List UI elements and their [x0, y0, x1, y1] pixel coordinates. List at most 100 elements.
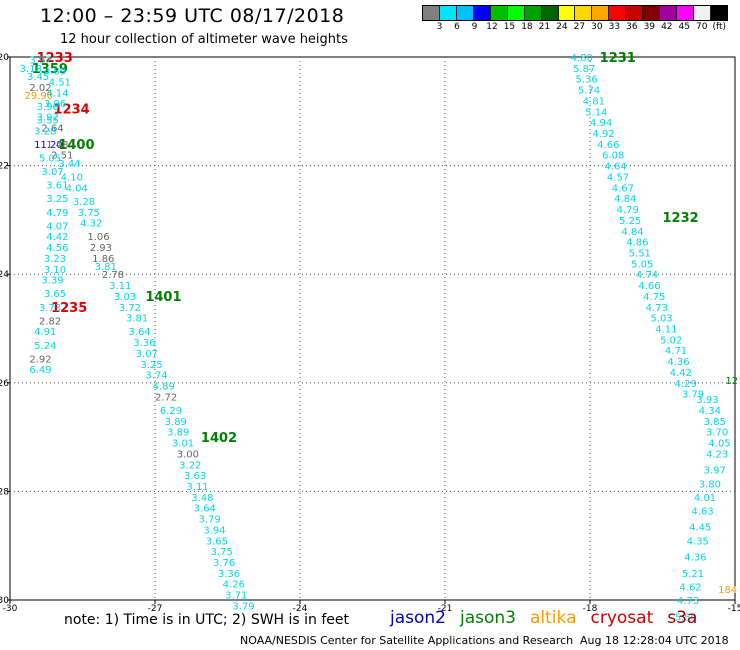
pass-label: 1232: [663, 211, 699, 226]
wave-height-value: 4.56: [46, 243, 68, 254]
wave-height-value: 3.03: [114, 292, 136, 303]
color-scale-legend: 3 6 9 12 15 18 21 24 27 30 33 36 39 42 45 70 (ft): [422, 5, 728, 32]
wave-height-value: 3.45: [27, 72, 49, 83]
satellite-legend: jason2 jason3 altika cryosat s3a: [390, 608, 711, 628]
wave-height-value: 4.89: [44, 67, 66, 78]
wave-height-value: 3.80: [699, 479, 721, 490]
color-scale-label: 70: [696, 22, 708, 32]
wave-height-value: 3.22: [179, 460, 201, 471]
color-swatch: [439, 6, 457, 20]
wave-height-value: 3.01: [172, 439, 194, 450]
color-scale-label: 21: [538, 22, 551, 32]
wave-height-value: 5.05: [631, 259, 653, 270]
wave-height-value: 3.73: [39, 303, 61, 314]
wave-height-value: 3.07: [41, 167, 63, 178]
wave-height-value: 3.07: [136, 349, 158, 360]
legend-s3a: s3a: [667, 608, 698, 628]
color-scale-label: (ft): [712, 22, 727, 32]
color-swatch: [575, 6, 593, 20]
color-scale-swatches: [422, 5, 728, 21]
legend-altika: altika: [530, 608, 577, 628]
wave-height-value: 3.72: [119, 303, 141, 314]
wave-height-value: 4.86: [626, 238, 648, 249]
wave-height-value: 3.94: [203, 525, 225, 536]
color-swatch: [507, 6, 525, 20]
wave-height-value: 3.28: [34, 126, 56, 137]
pass-label: 1401: [145, 290, 181, 305]
color-scale-label: 12: [486, 22, 498, 32]
wave-height-value: 5.03: [650, 314, 672, 325]
wave-height-value: 4.11: [655, 325, 677, 336]
wave-height-value: 4.36: [684, 553, 706, 564]
wave-height-value: 3.96: [44, 99, 66, 110]
wave-height-value: 4.32: [80, 219, 102, 230]
wave-height-value: 2.72: [155, 392, 177, 403]
wave-height-value: 2.78: [102, 270, 124, 281]
color-scale-label: 45: [678, 22, 690, 32]
wave-height-value: 4.71: [665, 346, 687, 357]
color-scale-label: 27: [573, 22, 586, 32]
y-tick-label: -28: [0, 487, 9, 497]
wave-height-value: 29.90: [25, 91, 54, 102]
color-scale-label: 15: [503, 22, 516, 32]
wave-height-value: 4.62: [679, 582, 701, 593]
wave-height-value: 4.89: [153, 382, 175, 393]
x-tick-label: -27: [148, 604, 163, 614]
wave-height-value: 3.11: [186, 482, 208, 493]
x-tick-label: -18: [583, 604, 598, 614]
wave-height-value: 11.20: [34, 140, 63, 151]
wave-height-value: 4.63: [692, 506, 714, 517]
wave-height-value: 6.29: [160, 406, 182, 417]
wave-height-value: 4.67: [612, 183, 634, 194]
wave-height-value: 4.07: [46, 221, 68, 232]
wave-height-value: 3.79: [199, 515, 221, 526]
wave-height-value: 3.70: [706, 428, 728, 439]
wave-height-value: 1.86: [92, 254, 114, 265]
wave-height-value: 5.59: [675, 612, 697, 623]
map-title: 12:00 – 23:59 UTC 08/17/2018: [40, 5, 345, 27]
wave-height-value: 3.25: [141, 360, 163, 371]
wave-height-value: 4.36: [667, 357, 689, 368]
pass-label: 1235: [51, 301, 87, 316]
y-tick-label: -20: [0, 53, 9, 63]
wave-height-value: 4.10: [61, 172, 83, 183]
color-swatch: [473, 6, 491, 20]
color-swatch: [609, 6, 627, 20]
wave-height-value: 3.89: [165, 417, 187, 428]
wave-height-value: 4.79: [46, 208, 68, 219]
x-tick-label: -24: [293, 604, 308, 614]
wave-height-value: 5.24: [34, 341, 56, 352]
wave-height-value: 3.65: [206, 536, 228, 547]
color-swatch: [541, 6, 559, 20]
wave-height-value: 5.21: [682, 569, 704, 580]
color-swatch: [490, 6, 508, 20]
color-scale-label: 18: [521, 22, 533, 32]
wave-height-value: 3.00: [177, 449, 199, 460]
wave-height-value: 3.92: [37, 113, 59, 124]
wave-height-value: 3.11: [109, 281, 131, 292]
wave-height-value: 3.55: [37, 115, 59, 126]
wave-height-value: 5.25: [619, 216, 641, 227]
map-subtitle: 12 hour collection of altimeter wave hei…: [60, 32, 348, 47]
wave-height-value: 184: [718, 585, 737, 596]
wave-height-value: 5.36: [576, 75, 598, 86]
wave-height-value: 4.66: [597, 140, 619, 151]
color-scale-label: 39: [643, 22, 656, 32]
color-swatch: [558, 6, 576, 20]
wave-height-value: 3.23: [44, 254, 66, 265]
legend-cryosat: cryosat: [590, 608, 654, 628]
note-text: note: 1) Time is in UTC; 2) SWH is in fe…: [64, 612, 350, 628]
wave-height-value: 4.81: [583, 96, 605, 107]
wave-height-value: 4.73: [646, 303, 668, 314]
color-swatch: [710, 6, 727, 20]
wave-height-value: 3.48: [191, 493, 213, 504]
y-tick-label: -22: [0, 162, 9, 172]
wave-height-value: 3.81: [95, 262, 117, 273]
color-swatch: [694, 6, 711, 20]
pass-label: 1402: [201, 431, 237, 446]
axis-ticks: -30 -27 -24 -21 -18 -15 -20 -22 -24 -26 -28 -30: [0, 53, 740, 614]
wave-height-value: 3.63: [184, 471, 206, 482]
wave-height-value: 3.75: [78, 208, 100, 219]
wave-height-value: 6.49: [29, 365, 51, 376]
